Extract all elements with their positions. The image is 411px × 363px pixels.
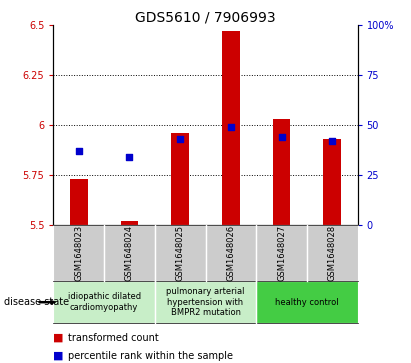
Bar <box>171 133 189 225</box>
Text: GSM1648024: GSM1648024 <box>125 225 134 281</box>
Text: GSM1648025: GSM1648025 <box>175 225 185 281</box>
Text: percentile rank within the sample: percentile rank within the sample <box>68 351 233 361</box>
Bar <box>70 179 88 225</box>
Bar <box>272 119 291 225</box>
Text: transformed count: transformed count <box>68 333 159 343</box>
Text: GSM1648027: GSM1648027 <box>277 225 286 281</box>
Text: GSM1648028: GSM1648028 <box>328 225 337 281</box>
Title: GDS5610 / 7906993: GDS5610 / 7906993 <box>135 10 276 24</box>
Bar <box>120 221 139 225</box>
Text: GSM1648023: GSM1648023 <box>74 225 83 281</box>
Text: pulmonary arterial
hypertension with
BMPR2 mutation: pulmonary arterial hypertension with BMP… <box>166 287 245 317</box>
Text: disease state: disease state <box>4 297 69 307</box>
Point <box>76 148 82 154</box>
Point <box>228 124 234 130</box>
Point <box>278 134 285 140</box>
Text: ■: ■ <box>53 351 64 361</box>
Bar <box>222 31 240 225</box>
Text: GSM1648026: GSM1648026 <box>226 225 236 281</box>
Text: ■: ■ <box>53 333 64 343</box>
Point <box>329 138 335 144</box>
Text: healthy control: healthy control <box>275 298 339 307</box>
Point <box>177 136 183 142</box>
Point <box>126 154 133 160</box>
Text: idiopathic dilated
cardiomyopathy: idiopathic dilated cardiomyopathy <box>67 293 141 312</box>
Bar <box>323 139 341 225</box>
